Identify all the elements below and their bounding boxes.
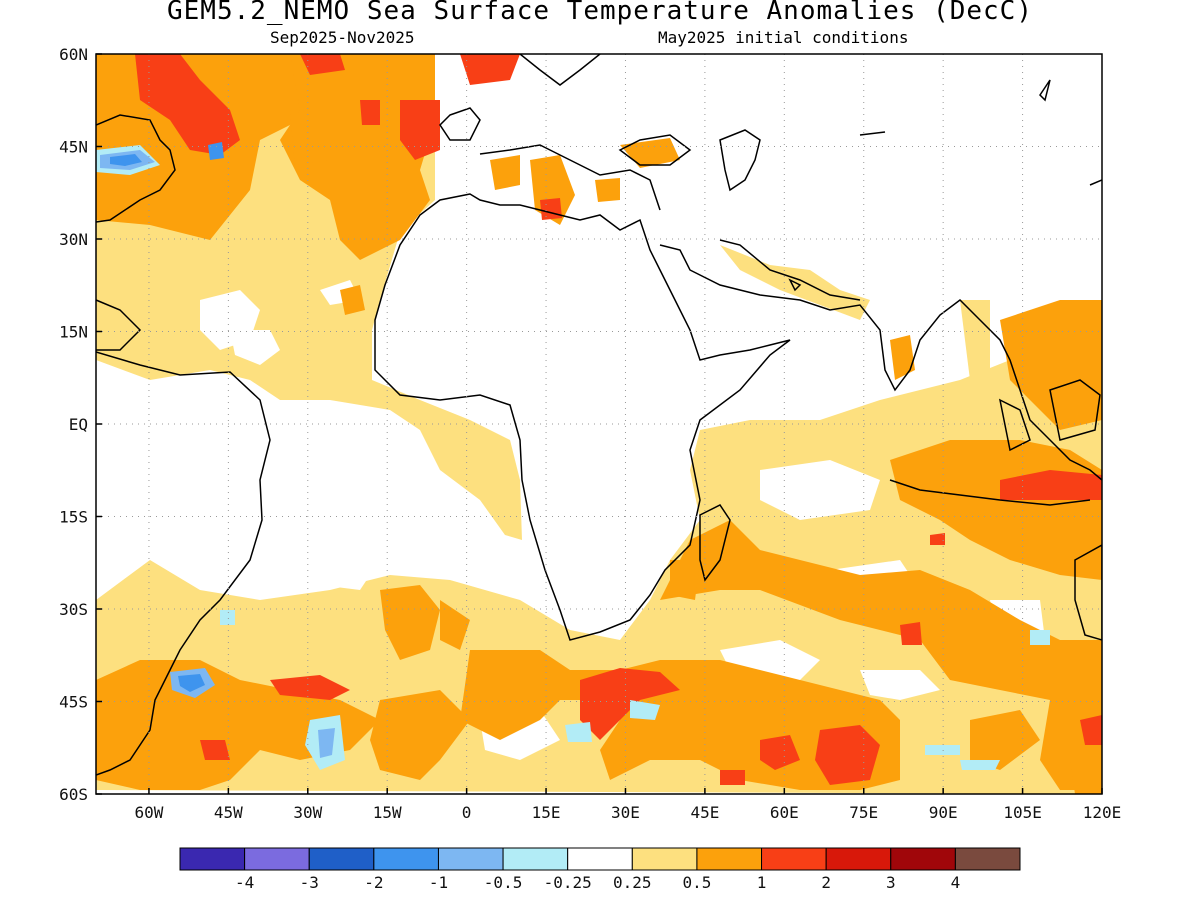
lon-tick-label: 75E — [849, 803, 878, 822]
lat-tick-label: 60N — [59, 45, 88, 64]
lat-tick-label: 45S — [59, 693, 88, 712]
lat-tick-label: 15S — [59, 508, 88, 527]
anomaly-1-2 — [135, 54, 1102, 785]
colorbar-swatch — [954, 847, 1021, 871]
lat-tick-label: 30S — [59, 600, 88, 619]
colorbar-label: -3 — [300, 873, 319, 892]
colorbar-swatch — [761, 847, 827, 871]
longitude-ticks: 60W 45W 30W 15W 0 15E 30E 45E 60E 75E 90E 105E 120E — [134, 788, 1121, 822]
colorbar-swatch — [308, 847, 375, 871]
lon-tick-label: 90E — [929, 803, 958, 822]
anomaly-minus-1 — [110, 142, 224, 692]
colorbar-swatch — [244, 847, 310, 871]
colorbar-swatch — [179, 847, 246, 871]
colorbar-label: 0.5 — [682, 873, 711, 892]
lon-tick-label: 120E — [1083, 803, 1122, 822]
lon-tick-label: 30W — [293, 803, 322, 822]
colorbar: -4 -3 -2 -1 -0.5 -0.25 0.25 0.5 1 2 3 4 — [179, 847, 1021, 892]
colorbar-swatch — [825, 847, 892, 871]
lon-tick-label: 45E — [690, 803, 719, 822]
colorbar-label: -0.25 — [544, 873, 592, 892]
lat-tick-label: 30N — [59, 230, 88, 249]
colorbar-label: 3 — [886, 873, 896, 892]
initial-conditions: May2025 initial conditions — [658, 28, 909, 47]
latitude-ticks: 60N 45N 30N 15N EQ 15S 30S 45S 60S — [59, 45, 102, 804]
colorbar-label: -4 — [235, 873, 254, 892]
colorbar-label: 1 — [757, 873, 767, 892]
forecast-period: Sep2025-Nov2025 — [270, 28, 415, 47]
colorbar-swatch — [502, 847, 569, 871]
colorbar-swatch — [373, 847, 439, 871]
figure-title: GEM5.2_NEMO Sea Surface Temperature Anom… — [167, 0, 1033, 26]
colorbar-swatch — [696, 847, 763, 871]
colorbar-label: 4 — [951, 873, 961, 892]
colorbar-label: -2 — [364, 873, 383, 892]
lon-tick-label: 15E — [532, 803, 561, 822]
lon-tick-label: 60E — [770, 803, 799, 822]
lat-tick-label: 15N — [59, 323, 88, 342]
anomaly-field — [96, 54, 1102, 794]
colorbar-swatch — [437, 847, 504, 871]
lon-tick-label: 45W — [214, 803, 243, 822]
colorbar-label: 2 — [821, 873, 831, 892]
colorbar-swatch — [567, 847, 633, 871]
anomaly-minus-0.25 — [96, 145, 1050, 770]
colorbar-label: -0.5 — [484, 873, 523, 892]
lat-tick-label: EQ — [69, 415, 88, 434]
lon-tick-label: 60W — [134, 803, 163, 822]
lon-tick-label: 0 — [462, 803, 472, 822]
lat-tick-label: 60S — [59, 785, 88, 804]
lon-tick-label: 30E — [611, 803, 640, 822]
colorbar-swatch — [631, 847, 698, 871]
lon-tick-label: 105E — [1003, 803, 1042, 822]
colorbar-label: -1 — [429, 873, 448, 892]
lon-tick-label: 15W — [373, 803, 402, 822]
colorbar-label: 0.25 — [613, 873, 652, 892]
coastlines — [96, 54, 1102, 776]
colorbar-swatch — [890, 847, 956, 871]
lat-tick-label: 45N — [59, 138, 88, 157]
